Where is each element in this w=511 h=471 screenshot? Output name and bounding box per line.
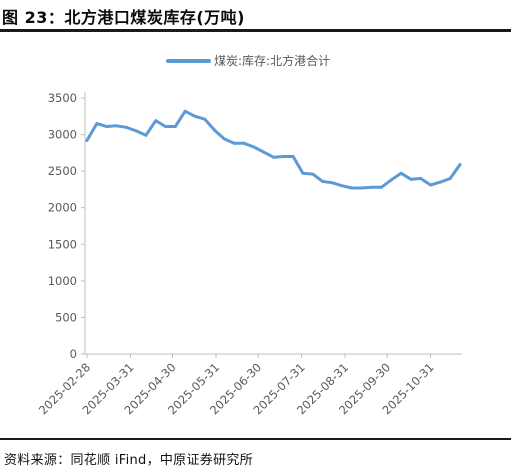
data-point [419,177,423,180]
series-group [85,109,462,190]
y-tick-label: 0 [70,347,77,361]
data-point [370,185,374,189]
line-chart: 煤炭:库存:北方港合计 0 500 1000 1500 2000 2500 3000 3500… [36,53,462,417]
data-point [380,185,383,189]
data-point [183,109,187,113]
data-point [350,186,354,190]
data-point [144,133,148,137]
x-axis: 2025-02-282025-03-312025-04-302025-05-31… [36,353,462,417]
data-point [311,172,315,176]
data-point [301,171,305,175]
figure-title: 图 23：北方港口煤炭库存(万吨) [2,8,245,27]
data-point [458,163,462,167]
series-line [85,109,462,190]
data-point [242,141,246,145]
data-point [193,114,197,118]
y-tick-label: 2500 [48,164,77,178]
data-point [124,125,128,129]
y-tick-label: 3000 [48,128,77,142]
legend-label: 煤炭:库存:北方港合计 [214,53,330,68]
data-point [222,137,226,141]
data-point [409,177,413,181]
y-tick-label: 3500 [48,91,77,105]
chart-container: 煤炭:库存:北方港合计 0 500 1000 1500 2000 2500 3000 3500… [0,32,511,437]
data-point [232,141,236,145]
data-point [252,145,256,149]
data-point [164,125,167,128]
header-divider [0,29,511,32]
data-point [389,178,393,182]
data-point [154,119,158,123]
data-point [399,171,403,175]
data-point [360,186,364,190]
y-tick-label: 2000 [48,201,77,215]
data-point [105,125,109,128]
data-point [291,155,295,158]
y-tick-label: 500 [55,310,77,324]
data-point [272,155,275,159]
footer-divider [0,438,511,440]
data-point [321,179,325,183]
data-point [173,125,177,128]
source-note: 资料来源：同花顺 iFind，中原证券研究所 [4,453,253,468]
y-tick-label: 1000 [48,274,77,288]
figure-header: 图 23：北方港口煤炭库存(万吨) [0,0,511,32]
data-point [85,138,89,142]
data-point [429,183,433,187]
data-point [340,184,344,188]
data-point [330,181,334,185]
data-point [281,155,285,158]
y-tick-label: 1500 [48,237,77,251]
data-point [438,180,442,184]
data-point [134,129,138,133]
data-point [95,122,99,126]
data-point [213,128,217,132]
data-point [114,124,118,128]
data-point [203,117,207,121]
data-point [262,150,266,154]
chart-legend: 煤炭:库存:北方港合计 [166,53,330,68]
data-point [448,177,452,180]
y-axis: 0 500 1000 1500 2000 2500 3000 3500 [48,91,86,361]
